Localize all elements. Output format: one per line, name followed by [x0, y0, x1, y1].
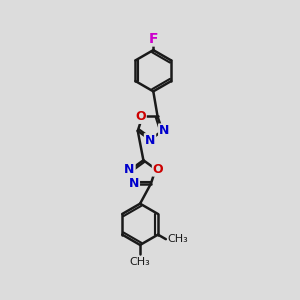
- Text: N: N: [159, 124, 169, 137]
- Text: CH₃: CH₃: [130, 256, 151, 266]
- Text: CH₃: CH₃: [168, 234, 189, 244]
- Text: N: N: [145, 134, 155, 147]
- Text: N: N: [129, 177, 139, 190]
- Text: N: N: [124, 163, 135, 176]
- Text: O: O: [153, 163, 164, 176]
- Text: O: O: [135, 110, 146, 123]
- Text: F: F: [148, 32, 158, 46]
